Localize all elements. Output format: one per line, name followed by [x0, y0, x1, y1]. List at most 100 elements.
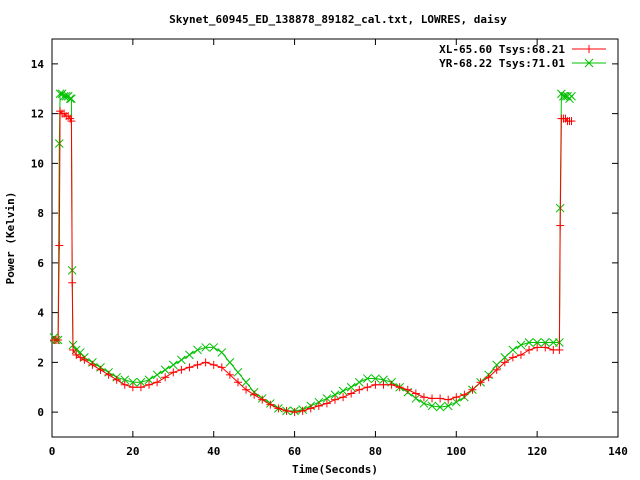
data-point [532, 338, 542, 347]
data-point [233, 378, 242, 387]
data-point [76, 353, 85, 362]
data-point [500, 353, 510, 362]
data-point [306, 404, 315, 413]
data-point [201, 358, 210, 367]
data-point [395, 383, 404, 392]
data-point [322, 394, 332, 403]
data-point [559, 91, 568, 101]
data-point [225, 358, 235, 367]
series-layer [49, 89, 576, 417]
data-point [556, 221, 565, 230]
data-point [136, 383, 145, 392]
data-point [411, 394, 421, 403]
data-point [128, 377, 138, 387]
data-point [444, 395, 453, 404]
data-point [524, 338, 534, 347]
x-tick-label: 80 [369, 445, 382, 458]
x-tick-label: 40 [207, 445, 220, 458]
y-tick-label: 14 [31, 58, 45, 71]
data-point [298, 406, 307, 415]
data-point [379, 380, 388, 389]
data-point [96, 365, 105, 374]
data-point [120, 375, 130, 385]
data-point [67, 94, 76, 104]
data-point [242, 385, 251, 394]
data-point [346, 382, 356, 392]
data-point [508, 353, 517, 362]
y-axis-label: Power (Kelvin) [4, 192, 17, 285]
data-point [427, 401, 437, 411]
data-point [314, 401, 323, 410]
data-point [68, 278, 77, 287]
data-point [209, 360, 218, 369]
data-point [67, 117, 76, 126]
data-point [403, 385, 412, 394]
data-point [508, 345, 518, 355]
data-point [561, 91, 570, 101]
data-point [144, 375, 154, 385]
data-point [88, 360, 97, 369]
data-point [435, 402, 445, 412]
data-point [468, 385, 477, 394]
data-point [54, 335, 63, 344]
data-point [120, 380, 129, 389]
x-tick-label: 60 [288, 445, 301, 458]
data-point [436, 394, 445, 403]
data-point [217, 363, 226, 372]
y-tick-label: 12 [31, 108, 44, 121]
y-tick-label: 2 [37, 356, 44, 369]
y-axis: 0 2 4 6 8 10 12 14 [31, 58, 618, 419]
data-point [161, 373, 170, 382]
x-tick-label: 0 [49, 445, 56, 458]
data-point [379, 375, 388, 385]
data-point [282, 406, 291, 415]
data-point [411, 389, 420, 398]
data-point [460, 390, 469, 399]
x-axis-label: Time(Seconds) [292, 463, 378, 476]
series-xl [50, 107, 576, 417]
data-point [492, 365, 501, 374]
data-point [363, 383, 372, 392]
series-line [54, 109, 572, 413]
data-point [533, 343, 542, 352]
data-point [241, 377, 251, 387]
data-point [555, 345, 564, 354]
data-point [168, 360, 178, 370]
x-tick-label: 20 [126, 445, 139, 458]
data-point [59, 91, 69, 101]
x-tick-label: 120 [527, 445, 547, 458]
data-point [201, 343, 210, 352]
data-point [136, 377, 146, 387]
data-point [177, 355, 186, 365]
data-point [354, 377, 364, 387]
data-point [55, 241, 64, 250]
data-point [484, 373, 493, 382]
data-point [355, 385, 364, 394]
data-point [548, 338, 558, 347]
data-point [516, 350, 525, 359]
y-tick-label: 4 [37, 307, 44, 320]
data-point [225, 370, 234, 379]
data-point [250, 390, 259, 399]
data-point [516, 340, 526, 350]
data-point [104, 370, 113, 379]
data-point [322, 399, 331, 408]
data-point [69, 345, 78, 354]
data-point [65, 94, 75, 104]
data-point [387, 380, 396, 389]
data-point [339, 393, 348, 402]
data-point [217, 348, 227, 357]
x-axis: 0 20 40 60 80 100 120 140 [49, 39, 628, 458]
data-point [443, 401, 453, 411]
data-point [451, 397, 461, 407]
plot-frame [51, 38, 619, 438]
legend-marker [585, 45, 593, 53]
data-point [193, 360, 202, 369]
x-tick-label: 100 [446, 445, 466, 458]
data-point [476, 378, 485, 387]
data-point [452, 393, 461, 402]
data-point [112, 375, 121, 384]
data-point [371, 374, 380, 383]
chart-title: Skynet_60945_ED_138878_89182_cal.txt, LO… [169, 13, 507, 26]
